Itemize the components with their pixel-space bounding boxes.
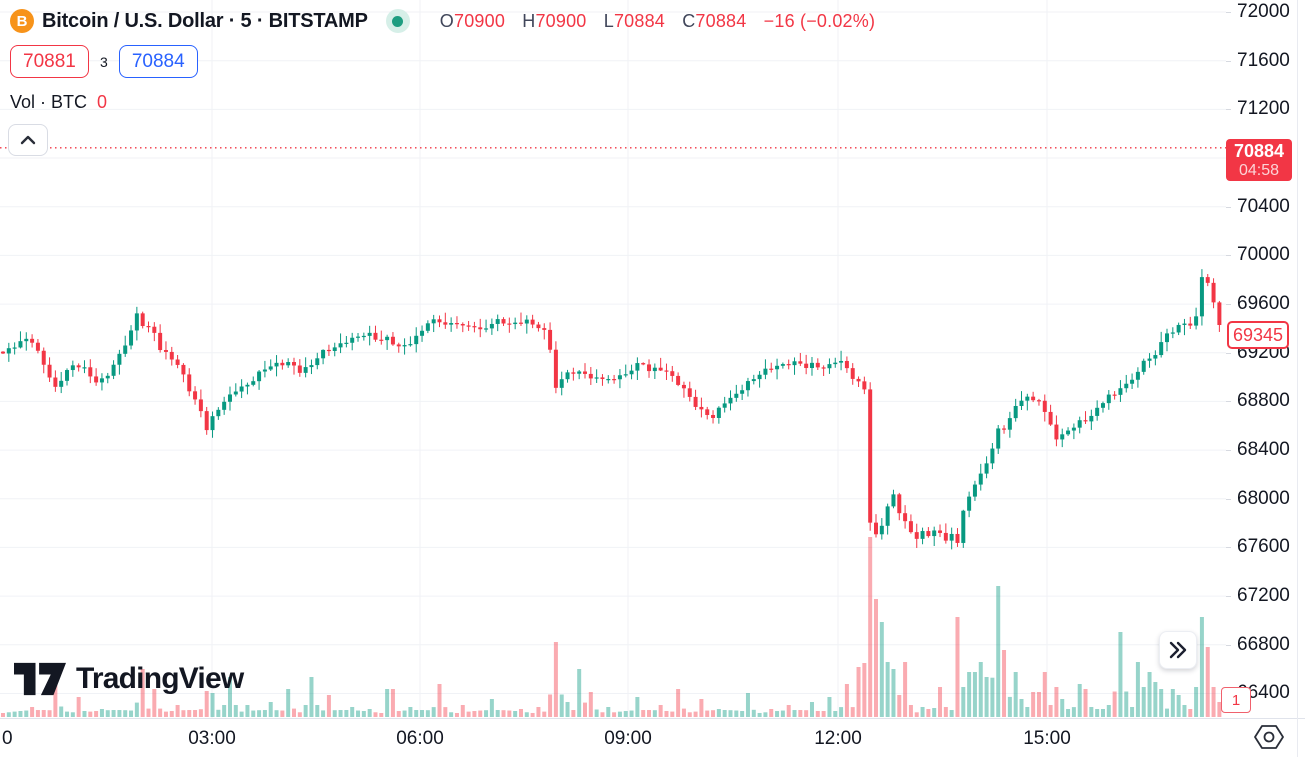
grid-lines	[0, 0, 1226, 719]
open-value: 70900	[453, 10, 506, 31]
ohlc-values: O70900 H70900 L70884 C70884 −16 (−0.02%)	[440, 11, 875, 32]
volume-label[interactable]: Vol · BTC	[10, 92, 88, 112]
go-to-realtime-button[interactable]	[1159, 631, 1197, 669]
close-label: C	[682, 10, 696, 31]
time-axis-label: 15:00	[1023, 728, 1071, 749]
time-axis-label: 06:00	[396, 728, 444, 749]
count-badge-value: 1	[1231, 691, 1241, 709]
bar-countdown: 04:58	[1238, 161, 1280, 179]
price-axis-tick	[1226, 352, 1231, 354]
collapse-legend-button[interactable]	[8, 124, 48, 156]
price-axis-tick	[1226, 644, 1231, 646]
low-label: L	[603, 10, 614, 31]
time-axis-label: 03:00	[188, 728, 236, 749]
price-axis-tick	[1226, 547, 1231, 549]
price-chart-canvas[interactable]	[0, 0, 1226, 719]
price-axis-tick	[1226, 12, 1231, 14]
candlestick-series	[1, 269, 1222, 550]
price-axis-label: 70000	[1237, 244, 1290, 266]
close-value: 70884	[695, 10, 747, 31]
price-axis-tick	[1226, 401, 1231, 403]
price-axis-tick	[1226, 60, 1231, 62]
high-value: 70900	[535, 10, 587, 31]
chart-legend: B Bitcoin / U.S. Dollar · 5 · BITSTAMP O…	[10, 8, 875, 113]
volume-series	[1, 537, 1222, 717]
price-axis-label: 68400	[1237, 439, 1290, 461]
tradingview-logo-icon	[14, 662, 66, 696]
last-price-value: 69345	[1232, 324, 1284, 345]
time-axis-label: 12:00	[814, 728, 862, 749]
double-chevron-right-icon	[1169, 641, 1187, 659]
current-price-badge: 70884 04:58	[1226, 138, 1292, 181]
market-open-dot	[392, 15, 404, 27]
price-axis-label: 67200	[1237, 585, 1290, 607]
price-axis-tick	[1226, 450, 1231, 452]
low-value: 70884	[613, 10, 665, 31]
price-axis-label: 69600	[1237, 293, 1290, 315]
timezone-settings-button[interactable]	[1252, 721, 1286, 753]
time-axis[interactable]: 0 03:00 06:00 09:00 12:00 15:00	[0, 719, 1305, 757]
volume-indicator-legend: Vol · BTC 0	[10, 92, 875, 113]
price-axis-label: 71600	[1237, 49, 1290, 71]
ask-price-button[interactable]: 70884	[118, 45, 198, 78]
chevron-up-icon	[20, 135, 36, 145]
open-label: O	[439, 10, 454, 31]
price-axis-tick	[1226, 255, 1231, 257]
market-status-icon[interactable]	[385, 9, 410, 33]
price-axis-label: 70400	[1237, 195, 1290, 217]
change-value: −16 (−0.02%)	[763, 10, 876, 31]
time-axis-label: 09:00	[604, 728, 652, 749]
price-axis-label: 72000	[1237, 1, 1290, 23]
price-axis-label: 71200	[1237, 98, 1290, 120]
axis-separator-line	[0, 718, 1305, 719]
window-edge-line	[1297, 0, 1298, 757]
price-axis-label: 66800	[1237, 633, 1290, 655]
tradingview-watermark: TradingView	[14, 662, 244, 696]
price-axis-tick	[1226, 596, 1231, 598]
volume-value: 0	[97, 92, 108, 112]
price-axis-tick	[1226, 109, 1231, 111]
price-axis-tick	[1226, 206, 1231, 208]
last-price-badge: 69345	[1227, 321, 1289, 350]
time-axis-label: 0	[2, 728, 13, 749]
bid-price-button[interactable]: 70881	[10, 45, 89, 78]
price-axis-label: 68800	[1237, 390, 1290, 412]
price-axis-label: 68000	[1237, 487, 1290, 509]
high-label: H	[522, 10, 536, 31]
symbol-title[interactable]: Bitcoin / U.S. Dollar · 5 · BITSTAMP	[42, 9, 368, 32]
price-axis-tick	[1226, 304, 1231, 306]
watermark-text: TradingView	[76, 662, 244, 695]
price-axis[interactable]: 70884 04:58 69345 1 72000 71600 71200 70400…	[1221, 0, 1305, 719]
spread-value: 3	[99, 53, 108, 70]
bitcoin-icon: B	[10, 9, 34, 33]
price-axis-tick	[1226, 498, 1231, 500]
price-axis-label: 67600	[1237, 536, 1290, 558]
count-badge: 1	[1221, 687, 1251, 714]
current-price-value: 70884	[1233, 140, 1285, 161]
hexagon-gear-icon	[1254, 725, 1284, 749]
